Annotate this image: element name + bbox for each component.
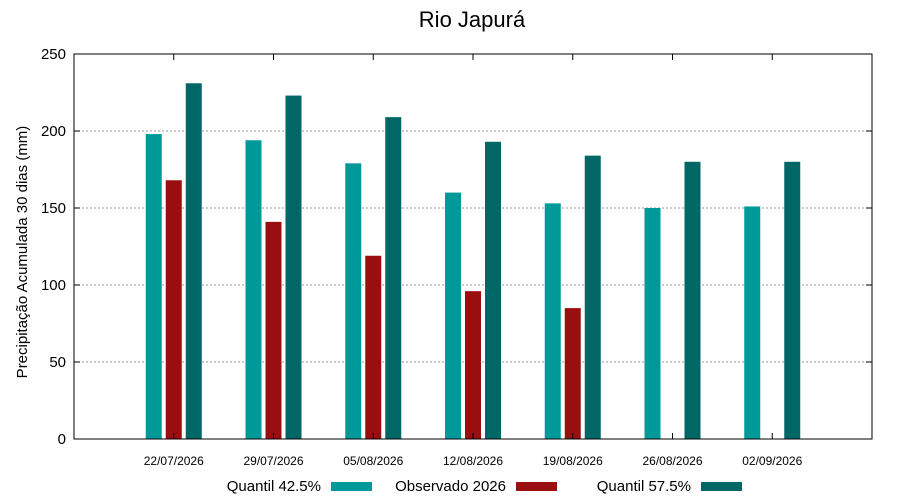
y-tick-label: 250 (41, 46, 66, 63)
bar-1 (644, 208, 661, 439)
bar-1 (145, 134, 162, 439)
bar-3 (285, 95, 302, 439)
bar-1 (245, 140, 262, 440)
bar-2 (564, 308, 581, 439)
x-tick-label: 26/08/2026 (642, 454, 702, 468)
y-tick-label: 200 (41, 123, 66, 140)
bar-2 (165, 180, 182, 439)
axes: 0 50 100 150 200 250 22/07/2026 29/07/2026 05/08… (41, 46, 873, 468)
bars (145, 83, 801, 440)
legend-label: Quantil 42.5% (227, 478, 321, 495)
x-tick-label: 29/07/2026 (243, 454, 303, 468)
bar-3 (485, 141, 501, 439)
legend-label: Quantil 57.5% (597, 478, 691, 495)
x-tick-label: 02/09/2026 (742, 454, 802, 468)
plot-frame (73, 53, 873, 440)
x-tick-label: 05/08/2026 (343, 454, 403, 468)
bar-1 (544, 203, 561, 439)
y-tick-label: 0 (58, 431, 66, 448)
x-tick-label: 22/07/2026 (144, 454, 204, 468)
y-tick-label: 100 (41, 277, 66, 294)
bar-2 (465, 291, 481, 439)
bar-3 (584, 155, 601, 439)
legend-swatch (701, 482, 742, 491)
x-tick-label: 12/08/2026 (443, 454, 503, 468)
y-tick-label: 150 (41, 200, 66, 217)
bar-1 (445, 192, 461, 439)
bar-1 (345, 163, 362, 439)
bar-1 (744, 206, 761, 439)
y-axis-label: Precipitação Acumulada 30 dias (mm) (14, 126, 31, 379)
bar-2 (265, 221, 282, 439)
legend-swatch (331, 482, 372, 491)
x-tick-label: 19/08/2026 (543, 454, 603, 468)
legend-label: Observado 2026 (395, 478, 506, 495)
legend-swatch (516, 482, 557, 491)
gridlines (74, 130, 872, 363)
bar-3 (684, 161, 701, 440)
bar-3 (185, 83, 202, 439)
bar-2 (365, 255, 382, 439)
y-tick-label: 50 (49, 354, 66, 371)
bar-3 (385, 117, 402, 439)
bar-3 (784, 161, 801, 440)
chart-title: Rio Japurá (419, 7, 526, 32)
legend: Quantil 42.5% Observado 2026 Quantil 57.5% (227, 478, 742, 495)
